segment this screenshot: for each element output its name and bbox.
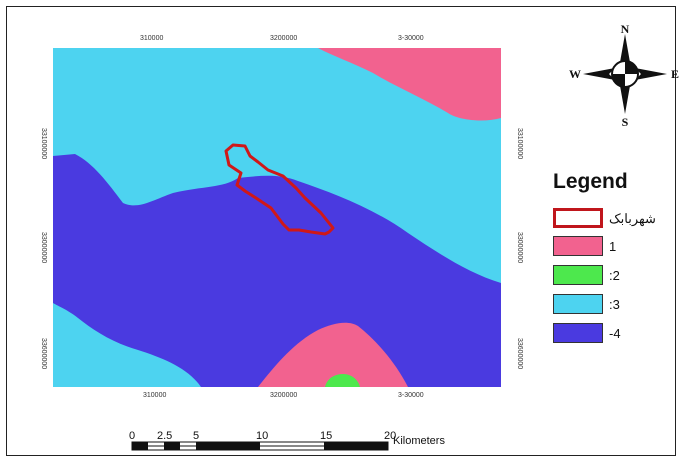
scale-label-10: 10 xyxy=(256,430,269,442)
tick-left-2: 33000000 xyxy=(40,232,47,264)
scale-label-0: 0 xyxy=(129,430,136,442)
legend-item-3: :3 xyxy=(553,294,683,316)
compass-n-label: N xyxy=(621,22,630,36)
legend-swatch-4 xyxy=(553,323,603,343)
tick-bottom-1: 310000 xyxy=(143,392,167,399)
legend-label: :2 xyxy=(609,268,620,283)
legend-swatch-3 xyxy=(553,294,603,314)
north-arrow-icon: N S W E xyxy=(569,22,679,127)
legend-swatch-1 xyxy=(553,236,603,256)
legend-label: شهربابک xyxy=(609,211,656,226)
tick-right-2: 33000000 xyxy=(516,232,523,264)
scale-label-15: 15 xyxy=(320,430,333,442)
scale-label-5: 5 xyxy=(193,430,200,442)
tick-left-1: 33100000 xyxy=(40,128,47,160)
scale-label-2-5: 2.5 xyxy=(157,430,173,442)
tick-right-3: 33600000 xyxy=(516,338,523,370)
zone-2-bottom xyxy=(325,374,360,387)
legend-label: 1 xyxy=(609,239,617,254)
scale-label-20: 20 xyxy=(384,430,397,442)
legend-label: -4 xyxy=(609,326,621,341)
compass-s-label: S xyxy=(622,115,629,127)
compass-e-label: E xyxy=(671,67,679,81)
legend-swatch-boundary xyxy=(553,208,603,228)
legend-item-4: -4 xyxy=(553,323,683,345)
tick-left-3: 33600000 xyxy=(40,338,47,370)
legend-title: Legend xyxy=(553,170,628,193)
zone-4-region xyxy=(53,154,501,387)
tick-bottom-3: 3-30000 xyxy=(398,392,424,399)
zone-1-top-right xyxy=(318,48,501,121)
tick-top-3: 3-30000 xyxy=(398,35,424,42)
tick-top-2: 3200000 xyxy=(270,35,298,42)
scale-units-label: Kilometers xyxy=(393,435,445,447)
tick-bottom-2: 3200000 xyxy=(270,392,298,399)
legend-item-2: :2 xyxy=(553,265,683,287)
zone-1-bottom xyxy=(258,322,408,387)
compass-w-label: W xyxy=(569,67,581,81)
scale-bar xyxy=(131,441,389,451)
study-area-boundary xyxy=(224,143,335,236)
legend-label: :3 xyxy=(609,297,620,312)
tick-right-1: 33100000 xyxy=(516,128,523,160)
legend-swatch-2 xyxy=(553,265,603,285)
map-panel xyxy=(53,48,501,387)
legend-item-boundary: شهربابک xyxy=(553,208,683,230)
tick-top-1: 310000 xyxy=(140,35,164,42)
legend-item-1: 1 xyxy=(553,236,683,258)
